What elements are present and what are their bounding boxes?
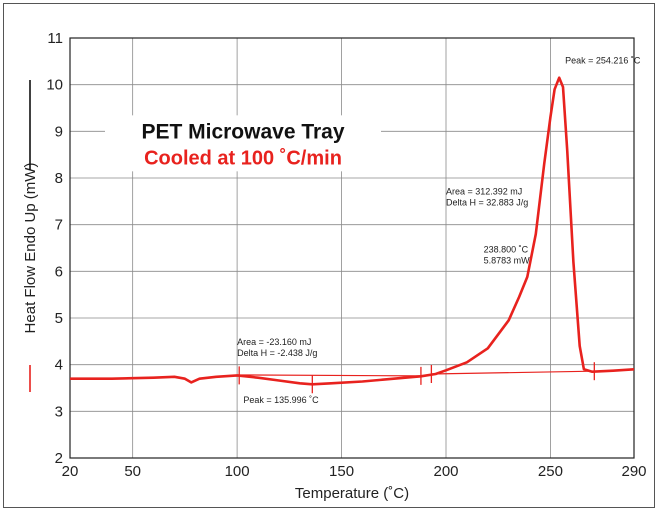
annotation: Area = 312.392 mJ Delta H = 32.883 J/g (446, 186, 528, 207)
x-tick-label: 150 (329, 463, 354, 480)
tick-labels: 20 50 100 150 200 250 290 2 3 4 5 6 7 8 9 10 11 (46, 30, 646, 480)
x-tick-label: 20 (62, 463, 79, 480)
y-tick-label: 6 (55, 263, 63, 280)
y-tick-label: 4 (55, 357, 63, 374)
y-tick-label: 9 (55, 123, 63, 140)
y-tick-label: 10 (46, 77, 63, 94)
integration-baseline (237, 374, 421, 377)
annotation-line: Area = -23.160 mJ (237, 337, 311, 347)
annotation: Peak = 135.996 ˚C (243, 395, 319, 405)
title-background (105, 115, 381, 172)
annotation-line: 5.8783 mW (484, 256, 531, 266)
y-axis-label: Heat Flow Endo Up (mW) (22, 163, 39, 334)
y-tick-label: 5 (55, 310, 63, 327)
x-tick-label: 290 (621, 463, 646, 480)
y-axis-label-group: Heat Flow Endo Up (mW) (22, 80, 39, 392)
annotation-line: Delta H = 32.883 J/g (446, 197, 528, 207)
chart-title: PET Microwave Tray (141, 120, 344, 143)
series (70, 76, 635, 394)
chart-frame (3, 3, 655, 508)
annotation: Peak = 254.216 ˚C (565, 56, 641, 66)
chart-subtitle: Cooled at 100 ˚C/min (144, 146, 342, 169)
annotation-line: 238.800 ˚C (484, 245, 529, 255)
annotation-line: Area = 312.392 mJ (446, 186, 522, 196)
integration-baseline (431, 370, 593, 375)
y-tick-label: 8 (55, 170, 63, 187)
y-tick-label: 3 (55, 403, 63, 420)
heat-flow-curve (70, 76, 635, 386)
y-tick-label: 7 (55, 217, 63, 234)
plot-border (69, 37, 635, 459)
x-tick-label: 50 (124, 463, 141, 480)
x-tick-label: 250 (538, 463, 563, 480)
x-axis-label: Temperature (˚C) (295, 485, 409, 502)
annotation-line: Peak = 254.216 ˚C (565, 56, 641, 66)
x-tick-label: 100 (225, 463, 250, 480)
annotation: 238.800 ˚C 5.8783 mW (484, 245, 531, 266)
x-tick-label: 200 (433, 463, 458, 480)
y-tick-label: 11 (47, 30, 63, 47)
annotation: Area = -23.160 mJ Delta H = -2.438 J/g (237, 337, 317, 358)
annotation-line: Peak = 135.996 ˚C (243, 395, 319, 405)
annotation-line: Delta H = -2.438 J/g (237, 348, 317, 358)
y-tick-label: 2 (55, 450, 63, 467)
title-block: PET Microwave Tray Cooled at 100 ˚C/min (105, 115, 381, 172)
grid (70, 38, 634, 458)
